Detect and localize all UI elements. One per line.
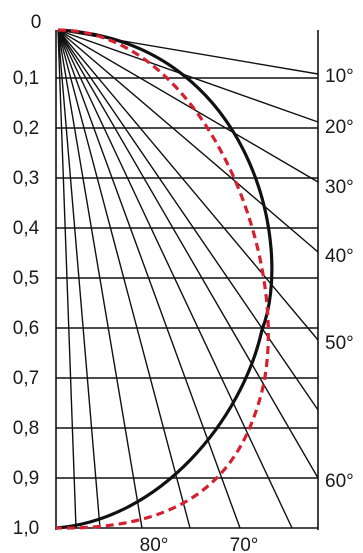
depth-labels: 0 0,1 0,2 0,3 0,4 0,5 0,6 0,7 0,8 0,9 1,… xyxy=(13,12,42,539)
depth-label-07: 0,7 xyxy=(13,368,39,389)
depth-label-10: 1,0 xyxy=(13,518,39,539)
dashed-curve xyxy=(55,28,270,530)
depth-label-0: 0 xyxy=(31,12,42,33)
ray-30deg xyxy=(57,29,319,183)
angle-label-10: 10° xyxy=(325,66,354,87)
ray-75deg xyxy=(57,29,191,529)
angle-label-80: 80° xyxy=(140,535,169,553)
ray-55deg xyxy=(57,29,319,411)
depth-label-04: 0,4 xyxy=(13,218,40,239)
depth-label-06: 0,6 xyxy=(13,318,39,339)
depth-label-03: 0,3 xyxy=(13,168,39,189)
angle-label-40: 40° xyxy=(325,246,354,267)
angle-label-30: 30° xyxy=(325,177,354,198)
ray-60deg xyxy=(57,29,319,479)
ray-50deg xyxy=(57,29,319,341)
angle-label-50: 50° xyxy=(325,333,354,354)
depth-label-09: 0,9 xyxy=(13,468,39,489)
angle-label-20: 20° xyxy=(325,117,354,138)
angle-label-60: 60° xyxy=(325,471,354,492)
depth-label-02: 0,2 xyxy=(13,118,39,139)
angle-label-70: 70° xyxy=(230,535,259,553)
ray-40deg xyxy=(57,29,319,253)
ray-65deg xyxy=(57,29,293,529)
diagram-frame xyxy=(55,30,319,530)
angle-labels-right: 10° 20° 30° 40° 50° 60° xyxy=(325,66,354,492)
depth-label-01: 0,1 xyxy=(13,68,39,89)
ray-70deg xyxy=(57,29,241,529)
ray-20deg xyxy=(57,29,319,123)
depth-label-08: 0,8 xyxy=(13,418,39,439)
solid-curve xyxy=(55,28,274,530)
depth-label-05: 0,5 xyxy=(13,268,39,289)
angle-rays xyxy=(57,29,319,529)
ray-88deg xyxy=(57,29,77,529)
ray-80deg xyxy=(57,29,143,529)
ray-85deg xyxy=(57,29,101,529)
angle-labels-bottom: 80° 70° xyxy=(140,535,259,553)
